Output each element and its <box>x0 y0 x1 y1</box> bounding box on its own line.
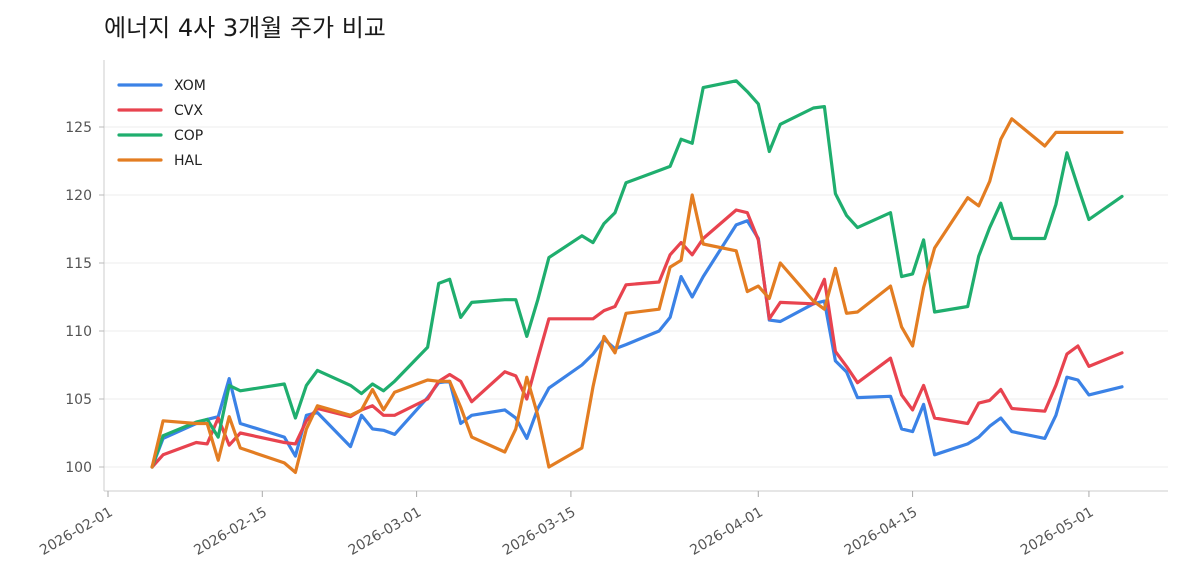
legend-label-xom: XOM <box>174 78 206 94</box>
axes <box>103 60 1168 492</box>
x-tick-label: 2026-02-01 <box>37 504 115 559</box>
series-line-xom <box>150 219 1124 469</box>
x-tick-label: 2026-02-15 <box>191 504 269 559</box>
y-tick-label: 125 <box>65 120 92 136</box>
x-tick-label: 2026-04-15 <box>842 504 920 559</box>
y-axis-ticks: 100 105 110 115 120 125 <box>65 120 104 476</box>
y-tick-label: 115 <box>65 256 92 272</box>
x-axis-ticks: 2026-02-01 2026-02-15 2026-03-01 2026-03-15… <box>37 491 1097 559</box>
x-tick-label: 2026-03-01 <box>346 504 424 559</box>
x-tick-label: 2026-05-01 <box>1018 504 1096 559</box>
y-tick-label: 100 <box>65 460 92 476</box>
chart-title: 에너지 4사 3개월 주가 비교 <box>104 14 386 42</box>
series-line-hal <box>150 117 1124 474</box>
x-tick-label: 2026-03-15 <box>500 504 578 559</box>
y-tick-label: 110 <box>65 324 92 340</box>
series-line-cop <box>150 79 1124 469</box>
y-tick-label: 120 <box>65 188 92 204</box>
y-tick-label: 105 <box>65 392 92 408</box>
legend: XOM CVX COP HAL <box>117 78 206 169</box>
x-tick-label: 2026-04-01 <box>687 504 765 559</box>
grid-lines <box>104 126 1168 468</box>
legend-label-cop: COP <box>174 128 203 144</box>
series-lines <box>150 79 1124 474</box>
series-line-cvx <box>150 208 1124 469</box>
legend-label-cvx: CVX <box>174 103 203 119</box>
legend-label-hal: HAL <box>174 153 202 169</box>
